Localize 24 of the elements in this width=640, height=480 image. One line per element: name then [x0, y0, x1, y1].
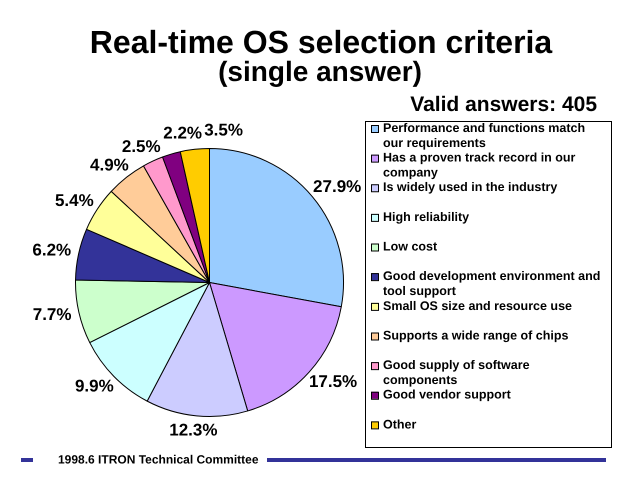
legend-label: Good development environment and tool support — [383, 269, 600, 298]
legend-label: Good vendor support — [383, 388, 512, 402]
legend-label: Has a proven track record in our company — [383, 150, 576, 180]
data-label: 12.3% — [169, 420, 218, 440]
data-label: 5.4% — [54, 190, 94, 210]
legend-label: Is widely used in the industry — [383, 180, 558, 194]
data-label: 4.9% — [90, 155, 129, 174]
data-label: 6.2% — [32, 240, 72, 260]
data-label: 17.5% — [308, 372, 358, 391]
legend-label: Performance and functions match our requirements — [383, 120, 586, 150]
legend-label: Other — [383, 417, 416, 432]
data-label: 27.9% — [313, 176, 362, 196]
legend-label: Small OS size and resource use — [383, 298, 572, 313]
data-label: 3.5% — [204, 120, 243, 140]
legend-label: Good supply of software components — [383, 358, 530, 388]
legend-label: Low cost — [383, 240, 438, 254]
data-label: 9.9% — [74, 376, 114, 396]
legend-label: High reliability — [383, 210, 470, 224]
text: 1998.6 ITRON Technical Committee — [58, 452, 259, 466]
data-label: 2.5% — [122, 137, 161, 156]
legend-title: Valid answers: 405 — [410, 93, 598, 116]
data-label: 7.7% — [32, 305, 72, 324]
data-label: 2.2% — [163, 124, 202, 143]
legend-label: Supports a wide range of chips — [383, 328, 568, 342]
